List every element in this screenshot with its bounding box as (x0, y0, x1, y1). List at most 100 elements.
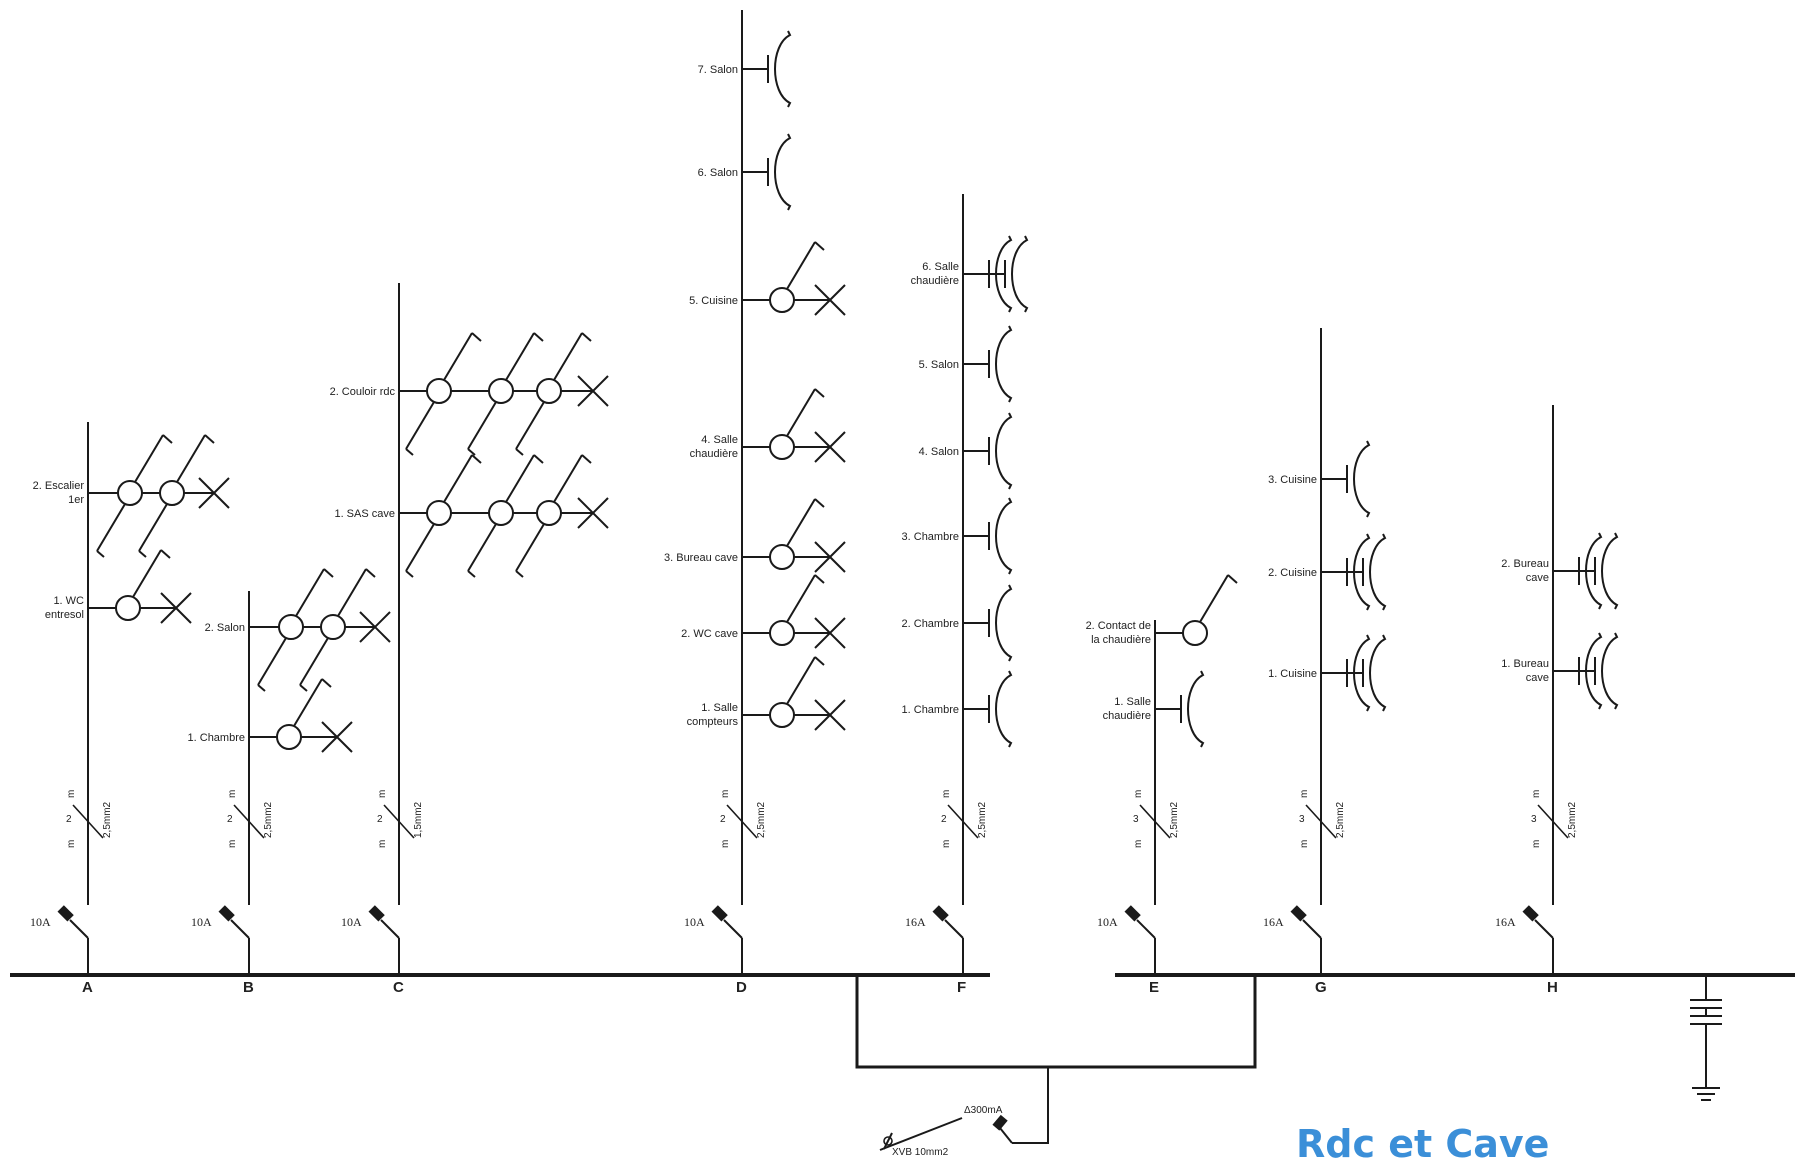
item-label: 3. Cuisine (1268, 474, 1317, 486)
item-label: 1. Chambre (902, 704, 959, 716)
item-label: 4. Salon (919, 446, 959, 458)
switch-icon (786, 574, 825, 623)
lamp-icon (769, 434, 795, 460)
light-point-icon (359, 611, 391, 643)
circuit-item: 6. Salon (698, 133, 792, 211)
conductor-mark: 2 m m 1,5mm2 (377, 790, 424, 848)
socket-icon (1346, 440, 1371, 518)
socket-icon (988, 497, 1013, 575)
lamp-icon (159, 480, 185, 506)
light-point-icon (577, 497, 609, 529)
lamp-icon (769, 702, 795, 728)
circuit-item: 2. Contact de la chaudière (1086, 574, 1238, 646)
circuit-item: 1. Salle chaudière (1103, 670, 1205, 748)
switch-icon (443, 332, 482, 381)
switch-icon (405, 401, 435, 456)
conductor-mark-top: m (227, 790, 238, 798)
switch-icon (295, 568, 334, 617)
item-label: 1. Cuisine (1268, 668, 1317, 680)
lamp-icon (278, 614, 304, 640)
conductor-mark-bottom: m (1133, 840, 1144, 848)
switch-icon (786, 656, 825, 705)
circuit-item: 5. Cuisine (689, 241, 846, 316)
circuit-item: 1. SAS cave (334, 454, 609, 578)
contact-icon (1182, 620, 1208, 646)
breaker-icon (711, 905, 743, 975)
circuit-item: 5. Salon (919, 325, 1013, 403)
light-point-icon (198, 477, 230, 509)
switch-icon (293, 678, 332, 727)
breaker-rating: 10A (191, 915, 212, 929)
circuit-item: 4. Salle chaudière (690, 388, 846, 463)
differential-feed (855, 975, 1257, 1069)
lamp-icon (117, 480, 143, 506)
socket-icon (1594, 632, 1619, 710)
switch-icon (337, 568, 376, 617)
switch-icon (553, 454, 592, 503)
cable-section: 2,5mm2 (102, 801, 113, 838)
breaker-rating: 10A (30, 915, 51, 929)
conductor-mark-bottom: m (1531, 840, 1542, 848)
circuit-item: 1. Bureau cave (1501, 632, 1619, 710)
switch-icon (553, 332, 592, 381)
breaker-rating: 10A (1097, 915, 1118, 929)
cable-section: 1,5mm2 (413, 801, 424, 838)
item-label: 1. Bureau cave (1501, 658, 1549, 684)
circuit-item: 2. Bureau cave (1501, 532, 1619, 610)
item-label: 6. Salon (698, 167, 738, 179)
switch-icon (443, 454, 482, 503)
circuit-item: 3. Chambre (902, 497, 1013, 575)
item-label: 2. Couloir rdc (330, 386, 396, 398)
conductor-count: 3 (1299, 814, 1305, 825)
socket-icon (1362, 533, 1387, 611)
breaker-icon (1522, 905, 1554, 975)
item-label: 7. Salon (698, 64, 738, 76)
lamp-icon (536, 378, 562, 404)
circuit-c: 10A C 2 m m 1,5mm2 2. Couloir rdc 1. SAS cave (330, 283, 609, 996)
conductor-mark: 2 m m 2,5mm2 (227, 790, 274, 848)
schematic-wiring: Δ300mA XVB 10mm2 (10, 973, 1795, 1158)
circuit-item: 3. Bureau cave (664, 498, 846, 573)
switch-icon (515, 523, 545, 578)
circuit-g: 16A G 3 m m 2,5mm2 3. Cuisine 2. Cuisine 1. Cuis… (1263, 328, 1387, 996)
item-label: 2. WC cave (681, 628, 738, 640)
item-label: 6. Salle chaudière (911, 261, 959, 287)
conductor-count: 2 (377, 814, 383, 825)
breaker-rating: 16A (1495, 915, 1516, 929)
circuit-item: 1. Salle compteurs (687, 656, 846, 731)
conductor-mark: 2 m m 2,5mm2 (941, 790, 988, 848)
socket-icon (1004, 235, 1029, 313)
conductor-mark-top: m (941, 790, 952, 798)
light-point-icon (577, 375, 609, 407)
circuit-a: 10A A 2 m m 2,5mm2 2. Escalier 1er 1. WC entresol (30, 422, 230, 996)
switch-icon (505, 454, 544, 503)
item-label: 3. Chambre (902, 531, 959, 543)
item-label: 4. Salle chaudière (690, 434, 738, 460)
item-label: 1. SAS cave (334, 508, 395, 520)
lamp-icon (426, 378, 452, 404)
breaker-rating: 16A (905, 915, 926, 929)
cable-section: 2,5mm2 (1169, 801, 1180, 838)
conductor-mark-top: m (1531, 790, 1542, 798)
item-label: 1. Salle compteurs (687, 702, 739, 728)
feeder-letter: D (736, 979, 747, 996)
breaker-rating: 10A (684, 915, 705, 929)
conductor-mark-top: m (66, 790, 77, 798)
switch-icon (786, 388, 825, 437)
item-label: 2. Escalier 1er (33, 480, 85, 506)
circuit-item: 2. Chambre (902, 584, 1013, 662)
conductor-mark-bottom: m (66, 840, 77, 848)
breaker-rating: 16A (1263, 915, 1284, 929)
conductor-count: 3 (1133, 814, 1139, 825)
feeder-letter: F (957, 979, 966, 996)
differential-rating: Δ300mA (964, 1105, 1003, 1116)
circuit-item: 1. Cuisine (1268, 634, 1387, 712)
circuit-item: 1. Chambre (902, 670, 1013, 748)
circuit-item: 3. Cuisine (1268, 440, 1371, 518)
circuit-b: 10A B 2 m m 2,5mm2 2. Salon 1. Chambre (188, 568, 391, 996)
circuit-item: 7. Salon (698, 30, 792, 108)
differential-switch-icon (879, 1114, 1013, 1151)
circuit-item: 1. Chambre (188, 678, 353, 753)
conductor-mark-bottom: m (720, 840, 731, 848)
